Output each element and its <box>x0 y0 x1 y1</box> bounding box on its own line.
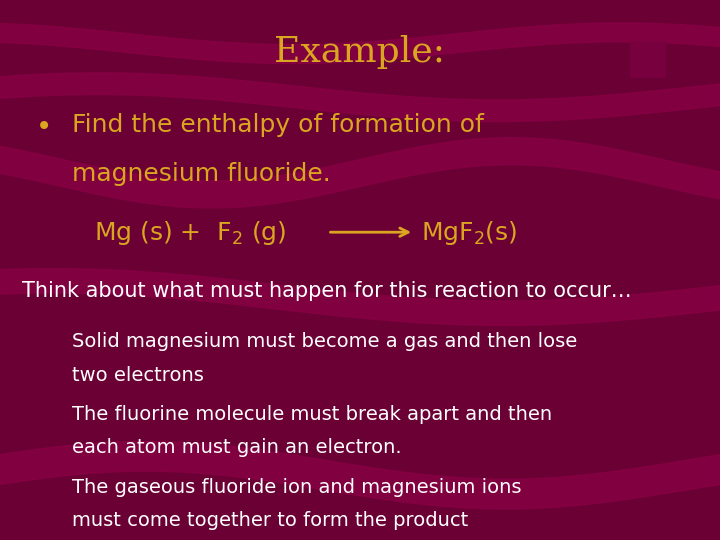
Text: Find the enthalpy of formation of: Find the enthalpy of formation of <box>72 113 484 137</box>
Text: two electrons: two electrons <box>72 366 204 384</box>
Text: each atom must gain an electron.: each atom must gain an electron. <box>72 438 402 457</box>
Text: •: • <box>36 113 53 141</box>
Text: The fluorine molecule must break apart and then: The fluorine molecule must break apart a… <box>72 405 552 424</box>
Text: MgF$_2$(s): MgF$_2$(s) <box>421 219 518 247</box>
Text: magnesium fluoride.: magnesium fluoride. <box>72 162 330 186</box>
Text: Example:: Example: <box>274 35 446 69</box>
Text: Solid magnesium must become a gas and then lose: Solid magnesium must become a gas and th… <box>72 332 577 351</box>
Text: must come together to form the product: must come together to form the product <box>72 511 468 530</box>
FancyBboxPatch shape <box>630 40 666 78</box>
Text: The gaseous fluoride ion and magnesium ions: The gaseous fluoride ion and magnesium i… <box>72 478 521 497</box>
Text: Mg (s) +  F$_2$ (g): Mg (s) + F$_2$ (g) <box>94 219 286 247</box>
Text: Think about what must happen for this reaction to occur…: Think about what must happen for this re… <box>22 281 631 301</box>
